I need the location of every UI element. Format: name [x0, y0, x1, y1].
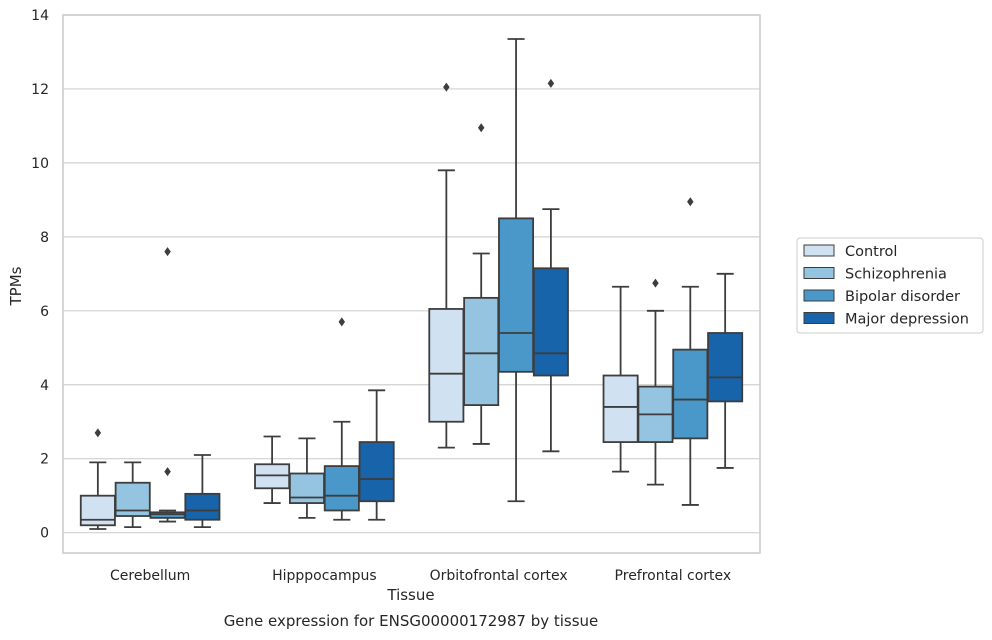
- outlier-point: [547, 78, 555, 88]
- x-tick-label: Prefrontal cortex: [615, 568, 732, 584]
- y-tick-label: 4: [40, 378, 49, 394]
- box-iqr: [323, 465, 360, 512]
- y-tick-label: 8: [40, 230, 49, 246]
- legend-swatch: [803, 289, 835, 302]
- box-iqr: [149, 511, 186, 519]
- box-iqr: [463, 296, 500, 406]
- box-iqr: [254, 463, 291, 490]
- box-control: [79, 428, 116, 530]
- legend-label: Control: [845, 244, 897, 260]
- legend-swatch: [803, 244, 835, 257]
- x-axis-label: Tissue: [386, 586, 434, 604]
- box-major-depression: [532, 78, 569, 453]
- legend-label: Bipolar disorder: [845, 289, 960, 305]
- legend: Control Schizophrenia Bipolar disorder Majo…: [796, 237, 984, 334]
- chart-title: Gene expression for ENSG00000172987 by t…: [224, 612, 599, 630]
- box-layer: [79, 38, 744, 530]
- box-bipolar-disorder: [323, 317, 360, 521]
- legend-label: Major depression: [845, 312, 969, 328]
- box-bipolar-disorder: [149, 247, 186, 523]
- box-major-depression: [184, 454, 221, 529]
- x-tick-labels: Cerebellum Hipppocampus Orbitofrontal cort…: [110, 568, 731, 584]
- box-iqr: [184, 492, 221, 521]
- y-tick-label: 14: [31, 8, 49, 24]
- box-schizophrenia: [114, 461, 151, 529]
- legend-swatch: [803, 267, 835, 279]
- plot-frame: [62, 14, 761, 554]
- outlier-point: [338, 317, 346, 327]
- box-control: [254, 435, 291, 504]
- outlier-point: [94, 428, 102, 438]
- y-tick-label: 6: [40, 304, 49, 320]
- box-control: [602, 285, 639, 473]
- box-iqr: [79, 494, 116, 527]
- box-schizophrenia: [288, 437, 325, 519]
- y-tick-label: 10: [31, 156, 49, 172]
- legend-items: Control Schizophrenia Bipolar disorder Majo…: [803, 244, 969, 328]
- box-iqr: [672, 348, 709, 440]
- y-tick-label: 2: [40, 452, 49, 468]
- legend-item: Bipolar disorder: [803, 289, 960, 305]
- box-major-depression: [358, 389, 395, 521]
- legend-item: Major depression: [803, 312, 969, 328]
- box-bipolar-disorder: [672, 197, 709, 506]
- x-tick-label: Hipppocampus: [272, 568, 377, 584]
- legend-swatch: [803, 312, 835, 324]
- box-iqr: [532, 267, 569, 377]
- box-iqr: [288, 472, 325, 504]
- x-tick-label: Orbitofrontal cortex: [430, 568, 568, 584]
- gridlines: [63, 14, 760, 534]
- outlier-point: [164, 247, 171, 257]
- legend-label: Schizophrenia: [845, 267, 947, 283]
- legend-frame: [796, 237, 984, 334]
- y-tick-label: 0: [40, 526, 49, 542]
- y-tick-label: 12: [31, 82, 49, 98]
- box-schizophrenia: [463, 123, 500, 445]
- y-axis-label: TPMs: [7, 266, 25, 306]
- outlier-point: [164, 467, 171, 477]
- y-tick-labels: 0 2 4 6 8 10 12 14: [31, 8, 49, 542]
- legend-item: Schizophrenia: [803, 267, 947, 283]
- box-iqr: [498, 217, 535, 373]
- outlier-point: [687, 197, 694, 207]
- outlier-point: [652, 278, 659, 288]
- box-schizophrenia: [637, 278, 674, 486]
- box-iqr: [602, 374, 639, 443]
- box-iqr: [707, 332, 744, 403]
- box-iqr: [428, 308, 465, 423]
- outlier-point: [443, 82, 450, 92]
- x-tick-label: Cerebellum: [110, 568, 190, 584]
- box-iqr: [358, 441, 395, 503]
- box-major-depression: [707, 272, 744, 469]
- box-bipolar-disorder: [498, 38, 535, 503]
- outlier-point: [477, 123, 485, 133]
- legend-item: Control: [803, 244, 897, 260]
- box-control: [428, 82, 465, 449]
